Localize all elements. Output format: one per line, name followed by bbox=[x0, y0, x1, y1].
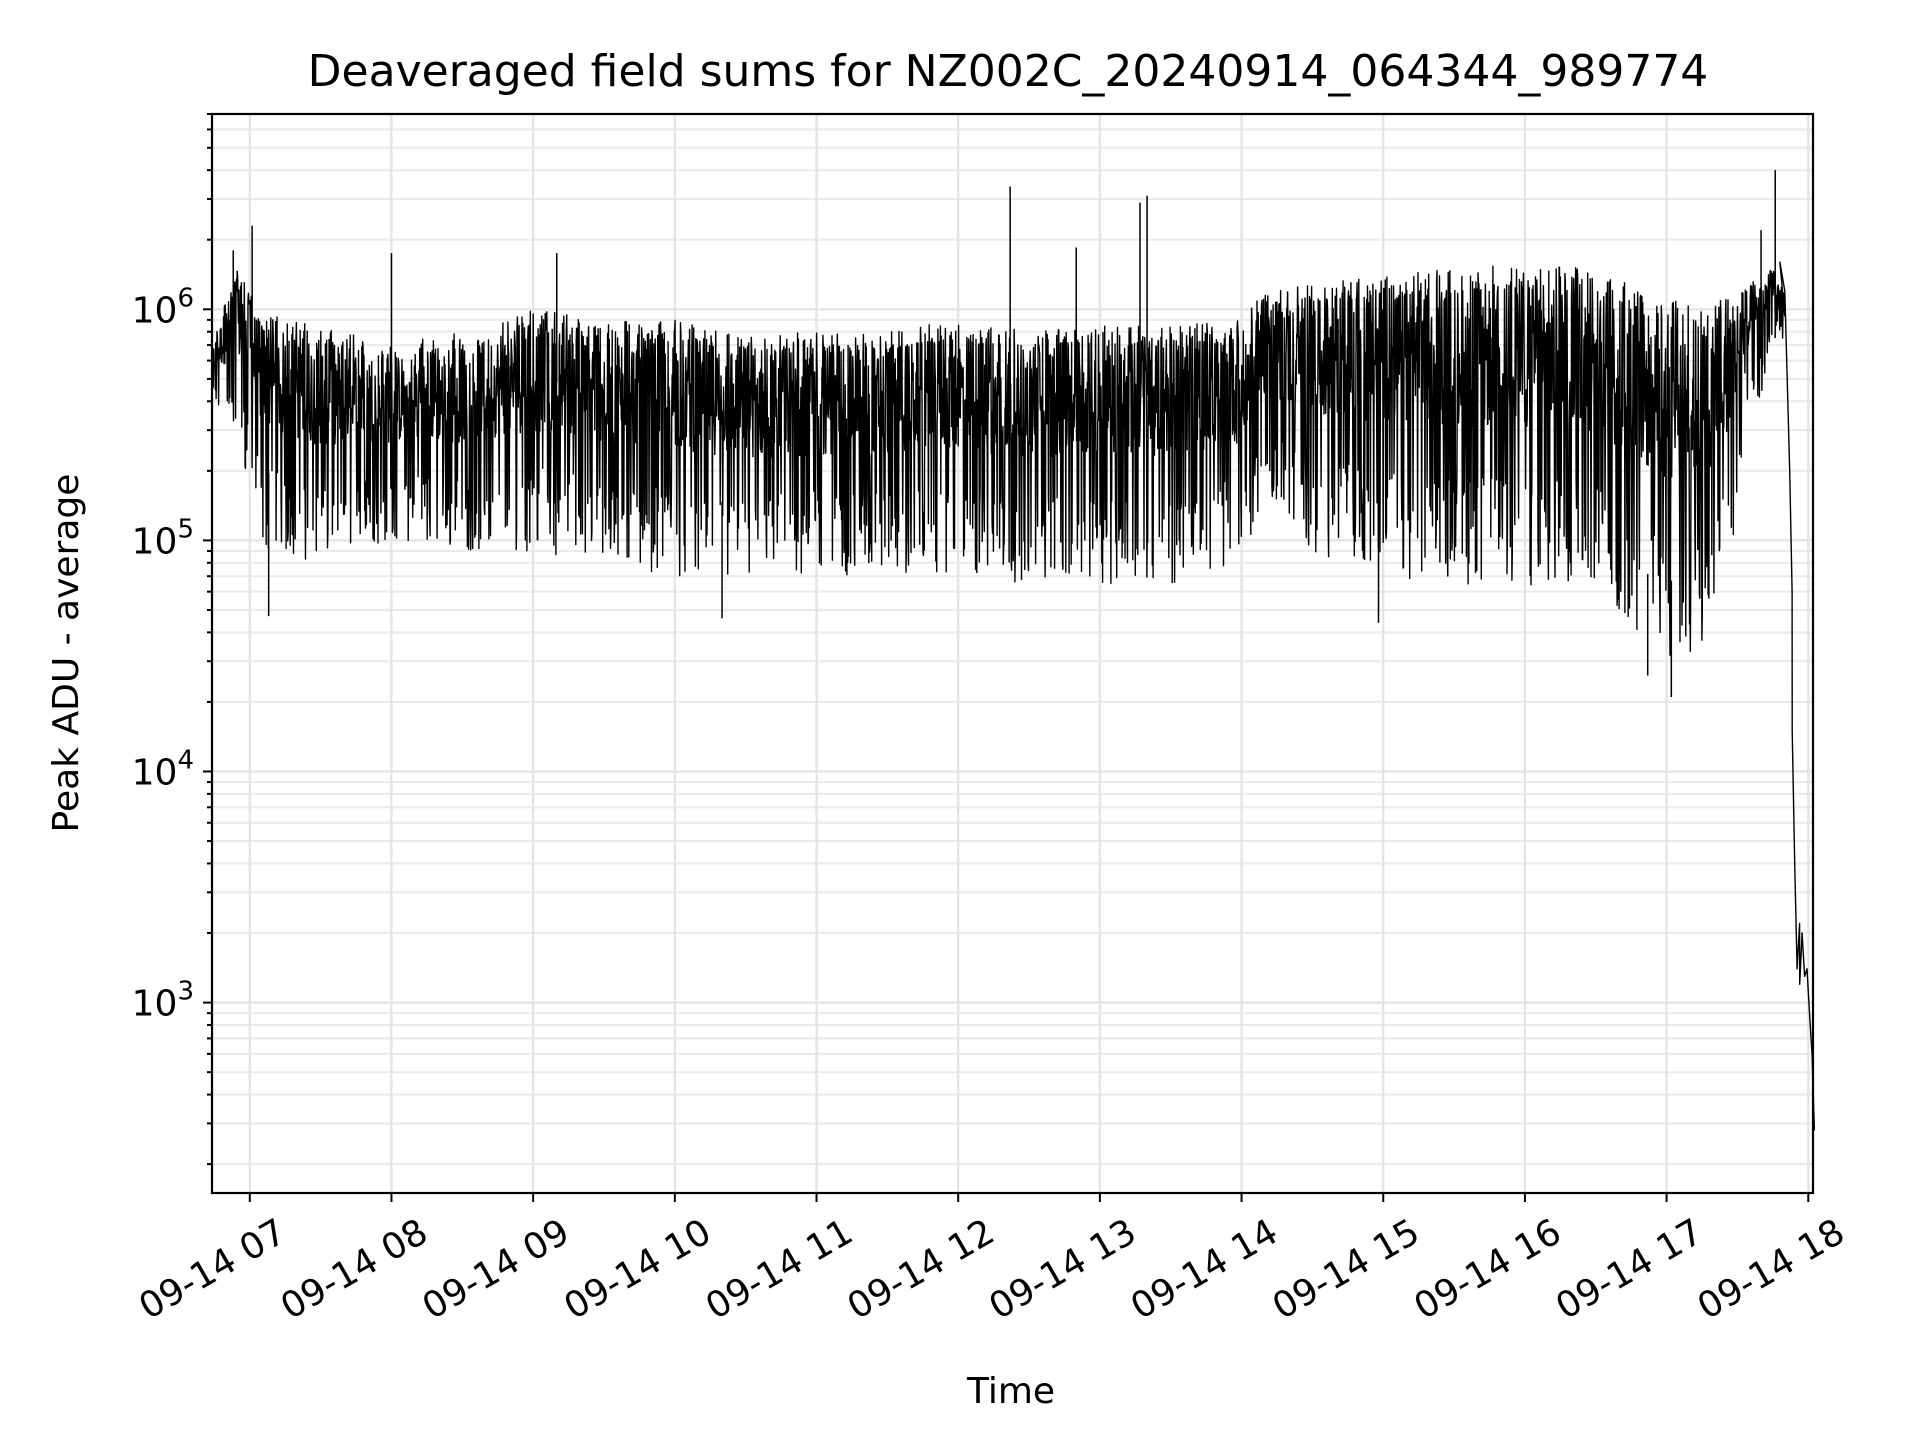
plot-frame bbox=[210, 112, 1815, 1195]
y-tick-label: 103 bbox=[132, 977, 194, 1025]
x-axis-label: Time bbox=[966, 1371, 1055, 1412]
y-tick-label: 105 bbox=[132, 514, 194, 562]
data-layer bbox=[211, 170, 1816, 1131]
y-tick-label: 106 bbox=[132, 283, 194, 331]
y-axis-label: Peak ADU - average bbox=[46, 474, 87, 833]
y-tick-label: 104 bbox=[132, 745, 194, 793]
series-line bbox=[211, 261, 1816, 1131]
grid-layer bbox=[212, 112, 1813, 1193]
chart-title: Deaveraged field sums for NZ002C_2024091… bbox=[308, 46, 1709, 97]
